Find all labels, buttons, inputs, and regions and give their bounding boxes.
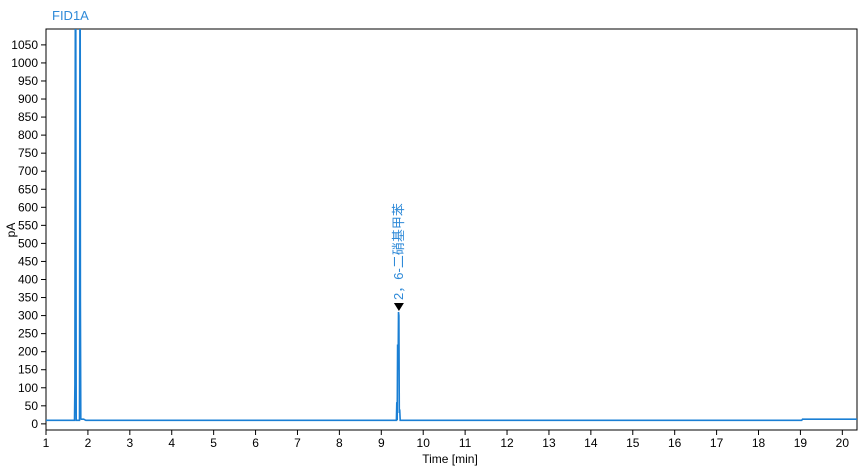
- y-tick-label: 600: [18, 200, 38, 214]
- y-tick-label: 500: [18, 236, 38, 250]
- x-tick-label: 5: [210, 436, 217, 450]
- y-tick-label: 1050: [11, 38, 38, 52]
- x-tick-label: 2: [85, 436, 92, 450]
- x-tick-label: 16: [668, 436, 682, 450]
- x-tick-label: 18: [752, 436, 766, 450]
- x-tick-label: 13: [542, 436, 556, 450]
- x-tick-label: 10: [417, 436, 431, 450]
- x-tick-label: 19: [794, 436, 808, 450]
- signal-trace: [46, 29, 857, 422]
- chart-title: FID1A: [52, 8, 89, 23]
- x-tick-label: 8: [336, 436, 343, 450]
- y-tick-label: 150: [18, 363, 38, 377]
- y-axis-label: pA: [4, 223, 18, 238]
- x-tick-label: 9: [378, 436, 385, 450]
- y-tick-label: 650: [18, 182, 38, 196]
- y-tick-label: 200: [18, 345, 38, 359]
- x-tick-label: 7: [294, 436, 301, 450]
- x-tick-label: 6: [252, 436, 259, 450]
- y-tick-label: 700: [18, 164, 38, 178]
- y-tick-label: 1000: [11, 56, 38, 70]
- y-tick-label: 400: [18, 272, 38, 286]
- x-tick-label: 15: [626, 436, 640, 450]
- y-tick-label: 0: [31, 417, 38, 431]
- x-tick-label: 3: [126, 436, 133, 450]
- y-tick-label: 450: [18, 254, 38, 268]
- y-tick-label: 900: [18, 92, 38, 106]
- x-tick-label: 11: [459, 436, 472, 450]
- peak-marker-icon: [393, 302, 404, 311]
- peak-label: 2，6-二硝基甲苯: [391, 203, 406, 300]
- x-tick-label: 17: [710, 436, 724, 450]
- y-tick-label: 750: [18, 146, 38, 160]
- y-tick-label: 800: [18, 128, 38, 142]
- y-tick-label: 850: [18, 110, 38, 124]
- y-tick-label: 950: [18, 74, 38, 88]
- x-tick-label: 20: [836, 436, 850, 450]
- x-tick-label: 12: [500, 436, 514, 450]
- plot-area: [45, 28, 858, 431]
- x-tick-label: 1: [43, 436, 50, 450]
- y-tick-label: 100: [18, 381, 38, 395]
- y-tick-label: 250: [18, 327, 38, 341]
- y-tick-label: 50: [25, 399, 39, 413]
- y-tick-label: 300: [18, 309, 38, 323]
- y-tick-label: 550: [18, 218, 38, 232]
- x-tick-label: 4: [168, 436, 175, 450]
- x-axis-label: Time [min]: [422, 452, 478, 466]
- y-tick-label: 350: [18, 291, 38, 305]
- x-tick-label: 14: [584, 436, 598, 450]
